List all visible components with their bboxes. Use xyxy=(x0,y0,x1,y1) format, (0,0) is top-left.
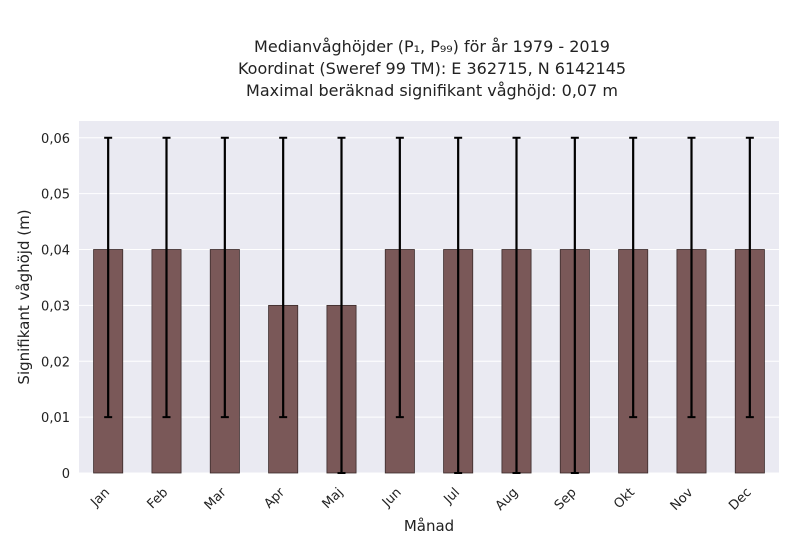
error-bar-mar xyxy=(220,136,229,419)
x-tick-label: Aug xyxy=(493,485,522,514)
y-tick-label: 0,03 xyxy=(41,299,70,314)
error-bar-jan xyxy=(104,136,113,419)
x-axis-label: Månad xyxy=(404,517,454,535)
title-line-3: Maximal beräknad signifikant våghöjd: 0,… xyxy=(246,81,618,100)
error-bar-maj xyxy=(337,136,346,474)
chart-title: Medianvåghöjder (P₁, P₉₉) för år 1979 - … xyxy=(238,37,626,100)
x-tick-label: Feb xyxy=(144,485,171,512)
x-tick-label: Jan xyxy=(88,485,113,510)
grid xyxy=(79,137,779,474)
y-tick-label: 0,04 xyxy=(41,244,70,259)
title-line-2: Koordinat (Sweref 99 TM): E 362715, N 61… xyxy=(238,59,626,78)
title-line-1: Medianvåghöjder (P₁, P₉₉) för år 1979 - … xyxy=(254,37,610,56)
x-tick-label: Sep xyxy=(552,485,580,513)
x-tick-label: Mar xyxy=(202,485,230,513)
y-tick-label: 0,06 xyxy=(41,132,70,147)
error-bar-nov xyxy=(687,136,696,419)
y-tick-label: 0,02 xyxy=(41,355,70,370)
error-bar-aug xyxy=(512,136,521,474)
x-tick-label: Nov xyxy=(668,485,697,514)
plot-area xyxy=(79,121,779,473)
y-axis-ticks: 0 0,01 0,02 0,03 0,04 0,05 0,06 xyxy=(41,132,70,482)
error-bar-dec xyxy=(745,136,754,419)
y-tick-label: 0,01 xyxy=(41,411,70,426)
x-axis-ticks: Jan Feb Mar Apr Maj Jun Jul Aug Sep Okt Nov Dec xyxy=(88,485,755,514)
x-tick-label: Dec xyxy=(726,485,754,513)
error-bar-sep xyxy=(570,136,579,474)
y-tick-label: 0,05 xyxy=(41,188,70,203)
x-tick-label: Okt xyxy=(611,485,638,512)
x-tick-label: Jul xyxy=(441,485,463,507)
y-tick-label: 0 xyxy=(62,467,70,482)
error-bar-feb xyxy=(162,136,171,419)
x-tick-label: Apr xyxy=(261,485,288,512)
error-bars xyxy=(104,136,754,474)
error-bar-jun xyxy=(395,136,404,419)
error-bar-okt xyxy=(629,136,638,419)
error-bar-apr xyxy=(279,136,288,419)
x-tick-label: Jun xyxy=(379,485,405,511)
error-bar-jul xyxy=(454,136,463,474)
x-tick-label: Maj xyxy=(320,485,347,512)
y-axis-label: Signifikant våghöjd (m) xyxy=(15,209,33,384)
